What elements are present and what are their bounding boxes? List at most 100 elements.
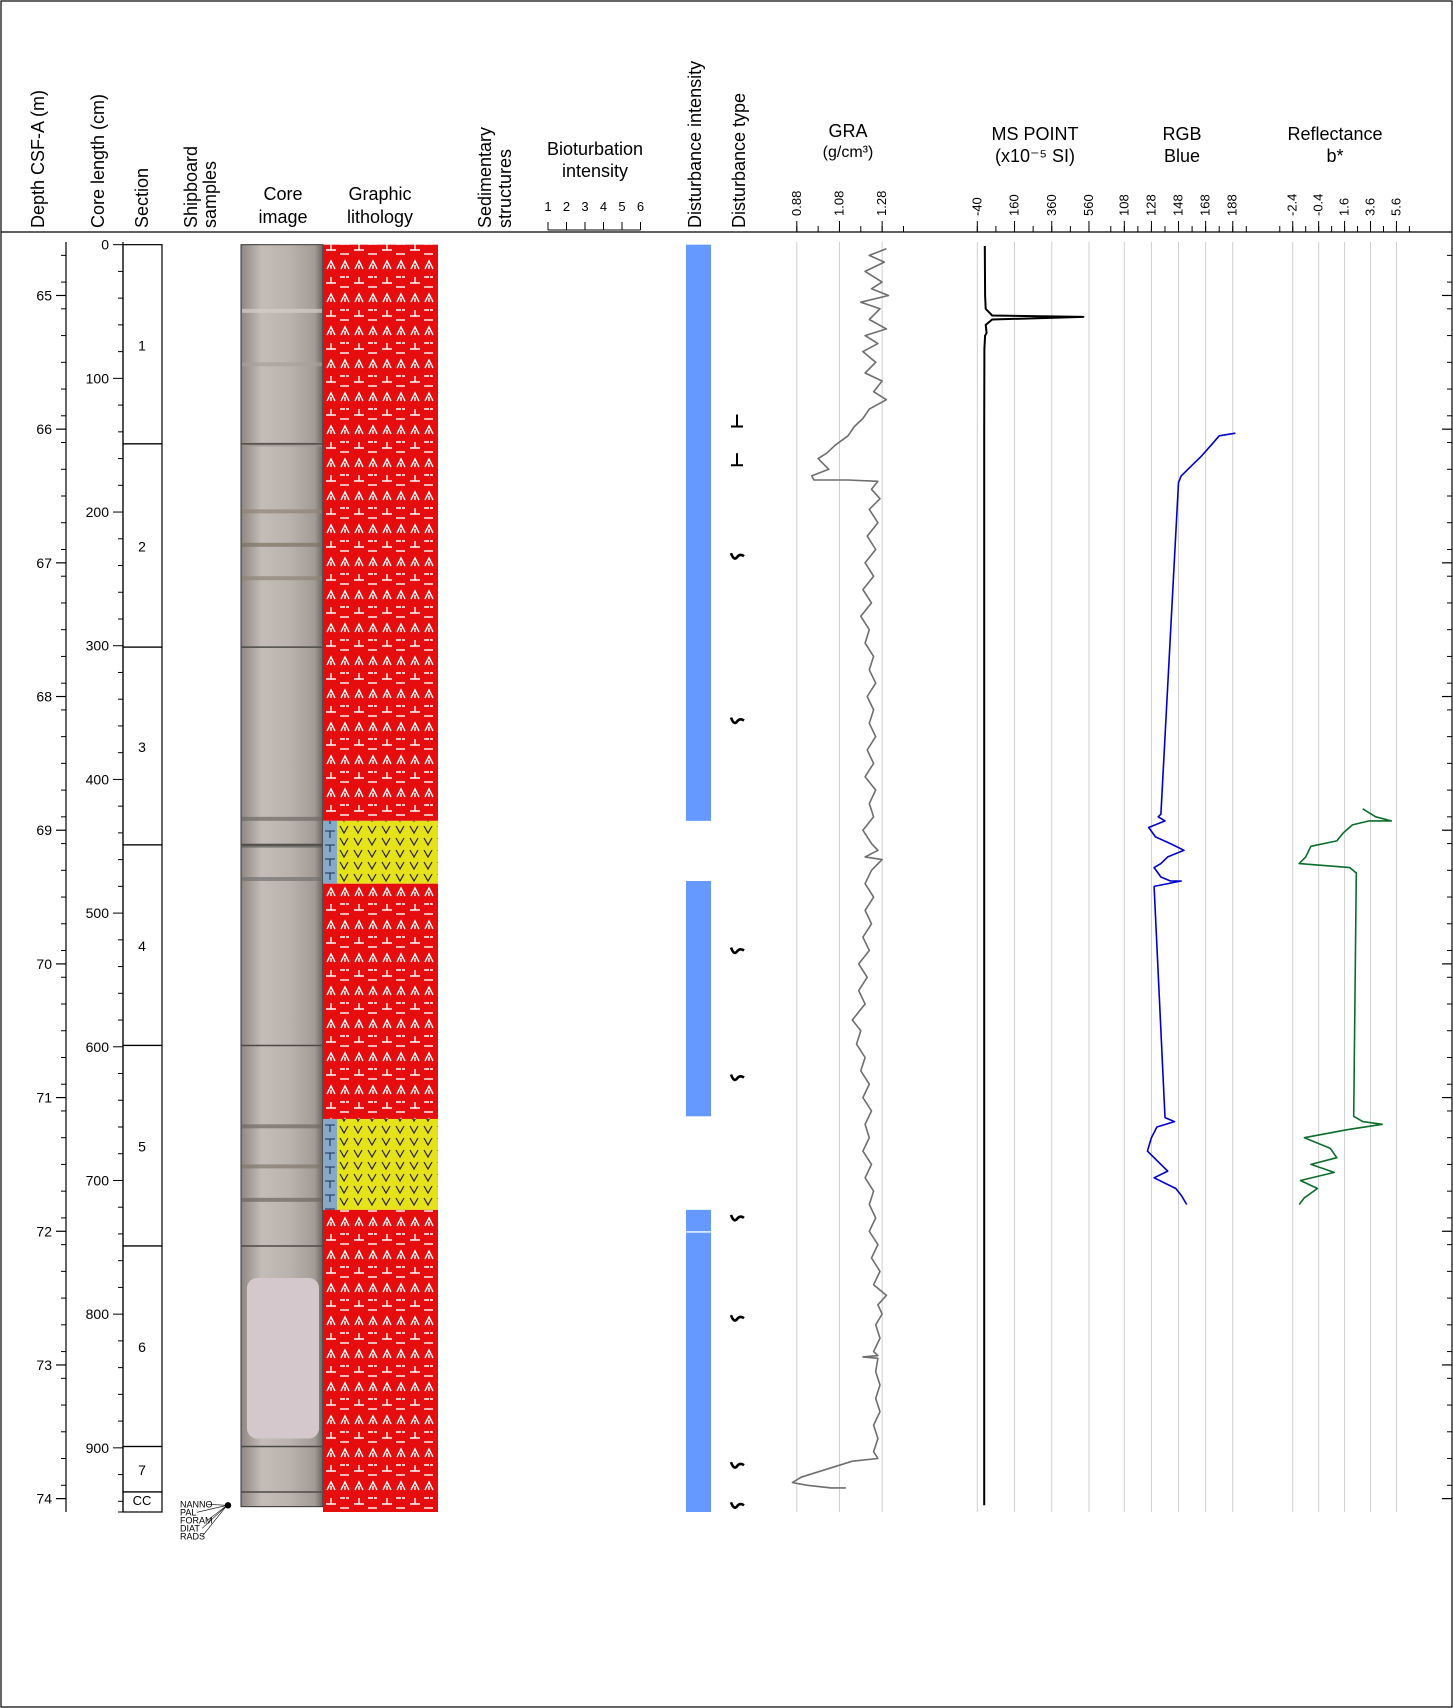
sections-column: 1 2 3 4 5 6 7 CC — [122, 244, 163, 1513]
header-rgb-1: RGB — [1162, 124, 1201, 144]
lithology-interval — [337, 1118, 438, 1210]
sample-marker — [224, 1502, 232, 1509]
core-band — [242, 576, 322, 581]
disturbance-symbol-slightly-disturbed — [731, 414, 743, 428]
right-depth-ticks — [1442, 254, 1452, 1500]
depth-tick-label: 69 — [36, 822, 52, 838]
header-lithology-2: lithology — [347, 207, 413, 227]
curve-tick-label: 360 — [1044, 194, 1059, 216]
core-pale-zone — [247, 1278, 319, 1439]
disturbance-symbol-soupy — [729, 1074, 745, 1082]
disturbance-symbol-soupy — [729, 1501, 745, 1509]
curve-tick-label: -2.4 — [1285, 194, 1300, 216]
curve-tick-label: 1.6 — [1337, 198, 1352, 216]
section-label: 6 — [138, 1339, 146, 1355]
core-length-label: 0 — [101, 237, 109, 253]
curve-tick-label: -0.4 — [1311, 194, 1326, 216]
disturbance-symbol-soupy — [729, 947, 745, 955]
header-gra-1: GRA — [828, 121, 867, 141]
bioturbation-scale-label: 2 — [563, 199, 570, 214]
curve-reflectance-b- — [1298, 808, 1393, 1205]
disturbance-symbol-soupy — [729, 552, 745, 560]
curve-gra — [791, 247, 890, 1489]
section-label: 3 — [138, 739, 146, 755]
depth-tick-label: 65 — [36, 287, 52, 303]
header-lithology-1: Graphic — [348, 184, 411, 204]
disturbance-symbol-soupy — [729, 1314, 745, 1322]
section-label: 2 — [138, 538, 146, 554]
depth-tick-label: 66 — [36, 421, 52, 437]
curve-tick-label: 0.88 — [789, 191, 804, 216]
header-depth: Depth CSF-A (m) — [28, 90, 48, 228]
curve-tick-label: 148 — [1171, 194, 1186, 216]
curve-tick-label: 168 — [1198, 194, 1213, 216]
header-section: Section — [132, 168, 152, 228]
header-ms-2: (x10⁻⁵ SI) — [995, 146, 1075, 166]
curve-tick-label: 160 — [1007, 194, 1022, 216]
disturbance-symbol-slightly-disturbed — [731, 453, 743, 467]
core-band — [242, 542, 322, 547]
core-band — [242, 816, 322, 821]
core-band — [242, 1124, 322, 1129]
bioturbation-scale-label: 1 — [544, 199, 551, 214]
core-band — [242, 308, 322, 313]
header-reflectance-2: b* — [1326, 146, 1343, 166]
core-band — [242, 1197, 322, 1202]
section-label: 4 — [138, 938, 146, 954]
disturbance-intensity-column — [686, 244, 711, 1512]
depth-tick-label: 70 — [36, 956, 52, 972]
bioturbation-scale-label: 6 — [637, 199, 644, 214]
core-length-label: 500 — [86, 905, 110, 921]
header-reflectance-1: Reflectance — [1287, 124, 1382, 144]
core-length-label: 600 — [86, 1039, 110, 1055]
sample-label: DIAT — [180, 1523, 200, 1533]
core-image — [240, 244, 324, 1508]
header-core-length: Core length (cm) — [88, 94, 108, 228]
header-sedimentary-1: Sedimentary — [475, 127, 495, 228]
sample-leader — [207, 1505, 228, 1521]
section-label: 5 — [138, 1139, 146, 1155]
depth-tick-label: 72 — [36, 1223, 52, 1239]
disturbance-symbol-soupy — [729, 717, 745, 725]
sample-leader — [201, 1505, 228, 1537]
header-bioturbation-2: intensity — [562, 161, 628, 181]
header-disturbance-type: Disturbance type — [729, 93, 749, 228]
curve-tick-label: 3.6 — [1363, 198, 1378, 216]
disturbance-symbol-soupy — [729, 1214, 745, 1222]
depth-tick-label: 67 — [36, 555, 52, 571]
lithology-interval — [323, 1209, 438, 1512]
sample-label: FORAM — [180, 1515, 213, 1525]
header-gra-2: (g/cm³) — [823, 144, 874, 161]
core-length-label: 200 — [86, 504, 110, 520]
disturbance-bar — [686, 1232, 711, 1512]
curve-ms-point — [983, 245, 1085, 1506]
header-rgb-2: Blue — [1164, 146, 1200, 166]
disturbance-type-column — [729, 414, 745, 1509]
sample-leader — [201, 1505, 228, 1529]
disturbance-bar — [686, 1209, 711, 1232]
curve-tick-label: 1.08 — [831, 191, 846, 216]
depth-ticks: 65 66 67 68 69 70 71 72 73 74 — [36, 254, 66, 1507]
core-length-label: 900 — [86, 1440, 110, 1456]
lithology-interval-minor — [323, 1118, 337, 1210]
depth-tick-label: 73 — [36, 1357, 52, 1373]
graphic-lithology — [323, 244, 438, 1512]
curve-tick-label: 1.28 — [874, 191, 889, 216]
bioturbation-scale-label: 5 — [618, 199, 625, 214]
header-ms-1: MS POINT — [991, 124, 1078, 144]
core-length-label: 400 — [86, 771, 110, 787]
curve-rgb-blue — [1146, 432, 1236, 1205]
header-core-image-2: image — [258, 207, 307, 227]
sample-leader — [207, 1504, 228, 1506]
column-headers: Depth CSF-A (m) Core length (cm) Section… — [28, 61, 1383, 231]
curve-tick-label: -40 — [969, 197, 984, 216]
section-label: 7 — [138, 1462, 146, 1478]
core-length-label: 700 — [86, 1172, 110, 1188]
section-label: CC — [133, 1493, 152, 1508]
sample-leader — [196, 1505, 228, 1513]
disturbance-bar — [686, 881, 711, 1117]
header-bioturbation-1: Bioturbation — [547, 139, 643, 159]
